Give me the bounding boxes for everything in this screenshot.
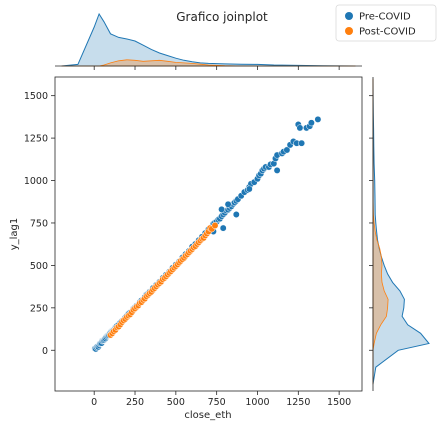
legend-marker-pre-covid bbox=[345, 12, 353, 20]
legend-label-post-covid: Post-COVID bbox=[359, 27, 416, 38]
x-tick-label: 1250 bbox=[286, 397, 310, 408]
legend: Pre-COVID Post-COVID bbox=[335, 4, 437, 42]
y-tick-label: 1500 bbox=[24, 91, 48, 102]
y-tick-label: 750 bbox=[30, 218, 48, 229]
pre-covid-point bbox=[219, 224, 227, 232]
y-tick-label: 500 bbox=[30, 261, 48, 272]
x-marginal-kde bbox=[55, 12, 362, 70]
x-marginal-ticks bbox=[93, 66, 340, 70]
legend-label-pre-covid: Pre-COVID bbox=[359, 12, 411, 23]
pre-covid-point bbox=[232, 211, 240, 218]
main-plot-frame bbox=[54, 76, 363, 392]
pre-covid-point bbox=[307, 119, 315, 127]
x-axis-label: close_eth bbox=[184, 410, 231, 421]
x-tick-label: 750 bbox=[208, 397, 226, 408]
pre-covid-point bbox=[314, 115, 322, 123]
y-marginal-ticks bbox=[369, 95, 373, 351]
pre-covid-point bbox=[224, 200, 232, 208]
y-marginal-pre-covid-area bbox=[372, 78, 430, 385]
pre-covid-point bbox=[298, 139, 306, 147]
x-tick-label: 500 bbox=[167, 397, 185, 408]
post-covid-point bbox=[211, 222, 219, 229]
x-axis-ticks: 0 250 500 750 1000 1250 1500 bbox=[91, 391, 351, 408]
y-tick-label: 250 bbox=[30, 303, 48, 314]
pre-covid-point bbox=[245, 185, 253, 193]
pre-covid-point bbox=[296, 124, 304, 132]
legend-box bbox=[335, 4, 437, 42]
legend-marker-post-covid bbox=[345, 27, 353, 35]
pre-covid-point bbox=[218, 205, 226, 213]
pre-covid-point bbox=[283, 146, 291, 154]
post-covid-points bbox=[107, 222, 219, 339]
y-tick-label: 0 bbox=[42, 346, 48, 357]
pre-covid-point bbox=[273, 166, 281, 174]
x-tick-label: 0 bbox=[91, 397, 97, 408]
y-marginal-kde bbox=[369, 77, 430, 391]
y-tick-label: 1000 bbox=[24, 176, 48, 187]
x-tick-label: 1000 bbox=[245, 397, 269, 408]
y-tick-label: 1250 bbox=[24, 134, 48, 145]
x-marginal-pre-covid-area bbox=[61, 12, 356, 67]
y-axis-label: y_lag1 bbox=[9, 218, 20, 251]
x-tick-label: 250 bbox=[126, 397, 144, 408]
chart-title: Grafico joinplot bbox=[176, 10, 268, 24]
y-axis-ticks: 0 250 500 750 1000 1250 1500 bbox=[24, 91, 55, 357]
main-scatter-plot: 0 250 500 750 1000 1250 1500 0 250 500 750 1000 125… bbox=[9, 76, 363, 421]
x-tick-label: 1500 bbox=[327, 397, 351, 408]
